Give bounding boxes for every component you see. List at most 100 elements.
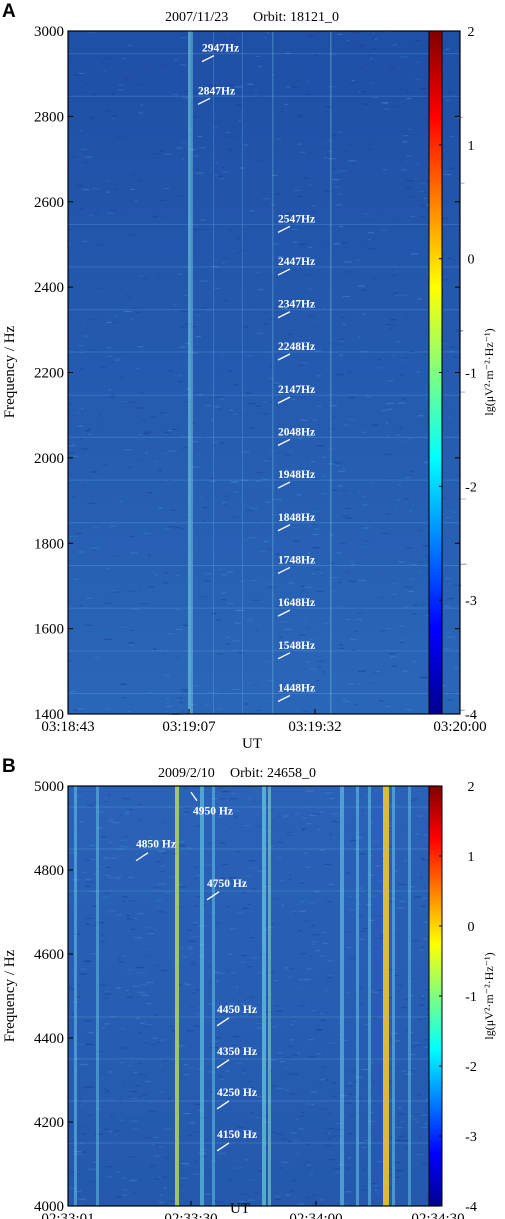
noise-speck — [401, 441, 404, 443]
noise-speck — [255, 55, 261, 57]
noise-speck — [325, 1079, 329, 1081]
noise-speck — [226, 636, 231, 638]
noise-speck — [104, 911, 108, 913]
noise-speck — [220, 257, 229, 260]
noise-speck — [99, 539, 103, 542]
noise-speck — [82, 872, 87, 874]
noise-speck — [179, 701, 184, 704]
noise-speck — [258, 65, 262, 68]
noise-speck — [118, 957, 122, 959]
noise-speck — [298, 116, 303, 118]
noise-speck — [156, 1041, 160, 1043]
noise-speck — [406, 155, 413, 157]
noise-speck — [281, 559, 285, 561]
noise-speck — [86, 881, 95, 883]
noise-speck — [421, 1114, 428, 1116]
noise-speck — [183, 1113, 191, 1115]
noise-speck — [115, 877, 120, 879]
noise-speck — [168, 1160, 171, 1162]
noise-speck — [95, 922, 104, 924]
noise-speck — [262, 478, 269, 481]
noise-speck — [146, 981, 154, 984]
noise-speck — [307, 628, 312, 630]
noise-speck — [199, 596, 207, 598]
noise-speck — [371, 1182, 377, 1185]
noise-speck — [125, 294, 130, 296]
noise-speck — [202, 507, 208, 509]
noise-speck — [168, 479, 172, 481]
noise-speck — [192, 1173, 195, 1175]
noise-speck — [306, 790, 315, 792]
noise-speck — [411, 978, 414, 980]
noise-speck — [271, 499, 278, 501]
noise-speck — [239, 1047, 241, 1049]
noise-speck — [311, 573, 315, 575]
noise-speck — [414, 40, 422, 42]
noise-speck — [229, 1017, 237, 1019]
noise-speck — [78, 1198, 86, 1200]
noise-speck — [192, 924, 198, 926]
noise-speck — [87, 1180, 95, 1182]
noise-speck — [128, 401, 137, 403]
noise-speck — [141, 994, 150, 997]
noise-speck — [381, 532, 390, 534]
noise-speck — [358, 795, 363, 797]
noise-speck — [208, 981, 212, 984]
noise-speck — [120, 400, 127, 403]
noise-speck — [273, 243, 280, 245]
noise-speck — [283, 308, 288, 310]
noise-speck — [214, 287, 222, 289]
noise-speck — [294, 1119, 299, 1121]
noise-speck — [130, 318, 134, 320]
noise-speck — [192, 441, 198, 443]
noise-speck — [210, 238, 214, 240]
noise-speck — [448, 92, 453, 94]
annotation-label: 4750 Hz — [207, 878, 247, 890]
noise-speck — [216, 693, 219, 695]
noise-speck — [199, 219, 207, 221]
noise-speck — [102, 1027, 105, 1029]
noise-speck — [211, 419, 214, 421]
noise-speck — [227, 370, 233, 372]
broadband-stripe — [383, 786, 389, 1206]
noise-speck — [131, 1120, 138, 1122]
broadband-stripe — [408, 786, 411, 1206]
noise-speck — [262, 527, 265, 529]
noise-speck — [147, 932, 155, 935]
colorbar-tick-label: -2 — [465, 480, 477, 495]
noise-speck — [88, 433, 93, 435]
noise-speck — [289, 968, 295, 970]
noise-speck — [333, 1168, 340, 1170]
noise-speck — [228, 149, 232, 151]
noise-speck — [285, 1089, 289, 1091]
noise-speck — [400, 169, 407, 171]
noise-speck — [329, 534, 334, 536]
y-tick-label: 4000 — [34, 1199, 64, 1215]
noise-speck — [146, 927, 152, 929]
noise-speck — [277, 499, 282, 501]
noise-speck — [215, 396, 224, 398]
broadband-stripe — [212, 786, 215, 1206]
noise-speck — [273, 308, 280, 310]
noise-speck — [120, 1028, 126, 1030]
noise-speck — [260, 199, 265, 201]
noise-speck — [192, 466, 200, 468]
noise-speck — [379, 630, 387, 632]
noise-speck — [304, 978, 311, 981]
noise-speck — [183, 787, 189, 789]
noise-speck — [243, 824, 251, 827]
noise-speck — [241, 451, 250, 453]
noise-speck — [349, 145, 353, 147]
noise-speck — [400, 359, 405, 361]
noise-speck — [314, 1011, 320, 1013]
noise-speck — [361, 546, 369, 548]
noise-speck — [418, 415, 424, 417]
noise-speck — [319, 811, 325, 813]
noise-speck — [393, 975, 399, 977]
noise-speck — [412, 127, 420, 129]
noise-speck — [246, 875, 252, 877]
noise-speck — [342, 150, 349, 152]
noise-speck — [81, 484, 87, 487]
noise-speck — [293, 540, 300, 542]
noise-speck — [282, 307, 287, 309]
